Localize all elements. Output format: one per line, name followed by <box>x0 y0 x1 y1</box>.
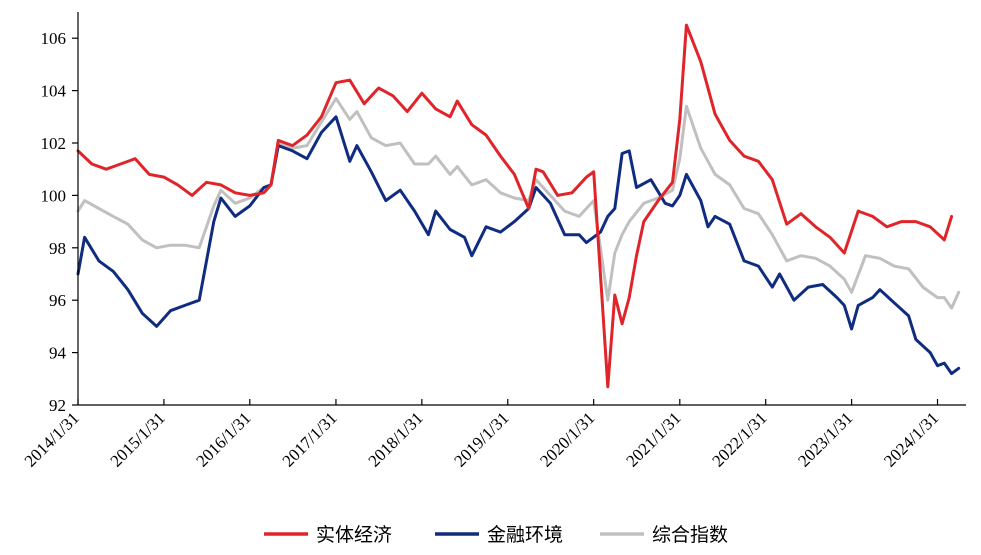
x-tick-layer: 2014/1/31 2015/1/31 2016/1/31 2017/1/31 2018… <box>21 399 942 471</box>
legend-label-2: 综合指数 <box>652 524 728 546</box>
y-tick-label: 92 <box>49 396 66 415</box>
x-tick-label: 2023/1/31 <box>794 408 856 470</box>
series-layer <box>76 23 961 389</box>
x-tick-label: 2021/1/31 <box>622 408 684 470</box>
y-tick-label: 100 <box>41 186 67 205</box>
legend: 实体经济 金融环境 综合指数 <box>264 524 728 546</box>
series-line-0 <box>76 23 954 389</box>
y-tick-label: 104 <box>41 82 67 101</box>
y-tick-label: 98 <box>49 239 66 258</box>
legend-label-0: 实体经济 <box>316 524 392 546</box>
x-tick-label: 2022/1/31 <box>708 408 770 470</box>
y-tick-label: 106 <box>41 29 67 48</box>
x-tick-label: 2015/1/31 <box>107 408 169 470</box>
series-line-2 <box>76 97 961 310</box>
legend-label-1: 金融环境 <box>487 524 563 546</box>
y-tick-layer: 92 94 96 98 100 102 104 106 <box>41 29 78 415</box>
x-tick-label: 2019/1/31 <box>450 408 512 470</box>
series-line-1 <box>76 115 961 376</box>
x-tick-label: 2016/1/31 <box>192 408 254 470</box>
x-tick-label: 2020/1/31 <box>536 408 598 470</box>
x-tick-label: 2014/1/31 <box>21 408 83 470</box>
axes-layer <box>77 12 966 406</box>
y-tick-label: 102 <box>41 134 67 153</box>
y-tick-label: 94 <box>49 344 67 363</box>
x-tick-label: 2024/1/31 <box>880 408 942 470</box>
x-tick-label: 2017/1/31 <box>279 408 341 470</box>
x-tick-label: 2018/1/31 <box>364 408 426 470</box>
y-tick-label: 96 <box>49 291 66 310</box>
